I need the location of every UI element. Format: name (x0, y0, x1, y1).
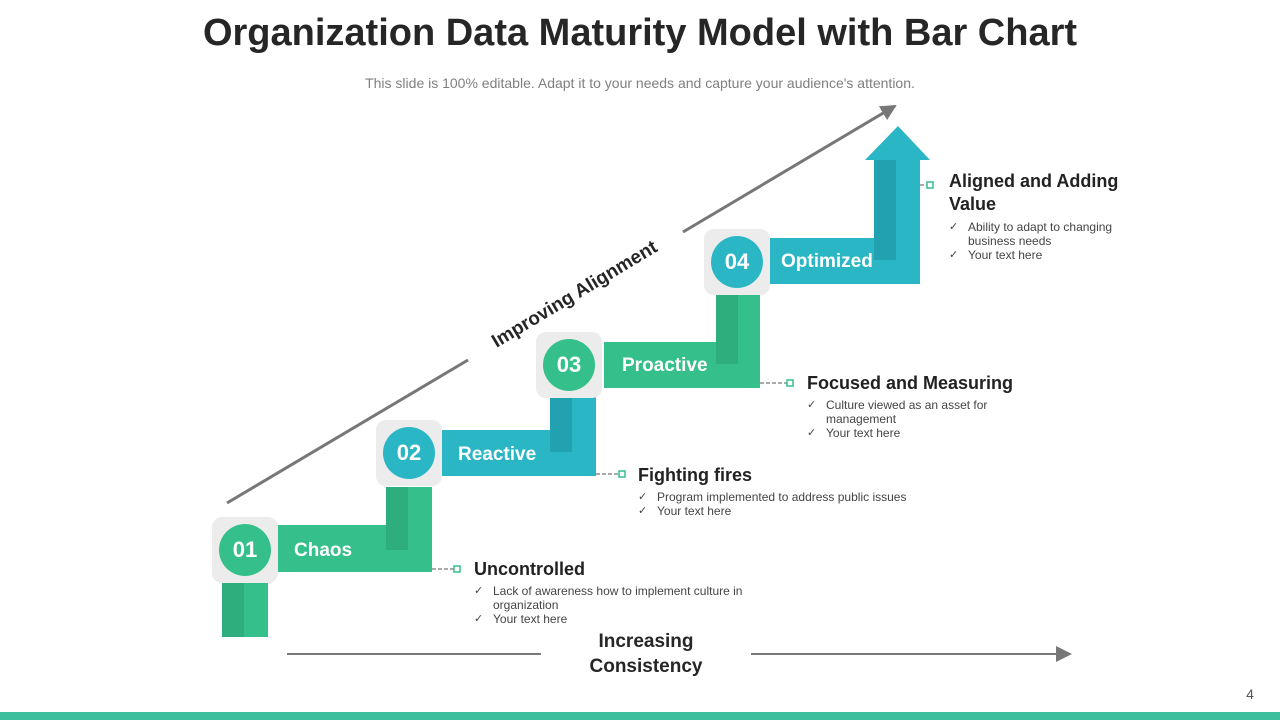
step-number: 01 (232, 537, 258, 562)
step-label: Chaos (294, 540, 353, 561)
bullet: Lack of awareness how to implement cultu… (474, 584, 754, 612)
step-heading: Focused and Measuring (807, 373, 1014, 393)
footer-bar (0, 712, 1280, 720)
page-number: 4 (1246, 686, 1254, 702)
bullet: Your text here (949, 248, 1124, 262)
step-label: Reactive (458, 444, 537, 465)
step-shade (386, 487, 408, 550)
badge (383, 427, 435, 479)
connectors (432, 184, 927, 570)
bullets: Program implemented to address public is… (638, 490, 938, 518)
title: Organization Data Maturity Model with Ba… (202, 12, 1078, 54)
alignment-line (226, 358, 469, 505)
step-shade (874, 160, 896, 260)
step-label: Proactive (622, 355, 708, 376)
step-shade (550, 397, 572, 452)
bullet: Program implemented to address public is… (638, 490, 938, 504)
step-number: 04 (724, 249, 750, 274)
step-description: Uncontrolled Lack of awareness how to im… (474, 559, 754, 626)
badge (543, 339, 595, 391)
step-heading: Aligned and Adding Value (949, 171, 1119, 214)
bullet: Your text here (807, 426, 1027, 440)
step-number: 03 (556, 352, 582, 377)
bullet: Ability to adapt to changing business ne… (949, 220, 1124, 248)
bullet: Culture viewed as an asset for managemen… (807, 398, 1027, 426)
step-number: 02 (396, 440, 422, 465)
step-description: Fighting fires Program implemented to ad… (638, 465, 938, 518)
bullet: Your text here (474, 612, 754, 626)
bullet: Your text here (638, 504, 938, 518)
step-description: Aligned and Adding Value Ability to adap… (949, 170, 1124, 262)
step-heading: Fighting fires (638, 465, 752, 485)
step-label: Optimized (781, 251, 873, 272)
step-1-shape (222, 487, 432, 637)
step-shade (222, 580, 244, 637)
subtitle: This slide is 100% editable. Adapt it to… (365, 75, 915, 91)
alignment-arrow (682, 104, 897, 234)
step-shade (716, 294, 738, 364)
step-heading: Uncontrolled (474, 559, 585, 579)
bullets: Ability to adapt to changing business ne… (949, 220, 1124, 262)
connector-dots (453, 181, 934, 573)
bullets: Lack of awareness how to implement cultu… (474, 584, 754, 626)
badge (711, 236, 763, 288)
step-description: Focused and Measuring Culture viewed as … (807, 373, 1027, 440)
badge (219, 524, 271, 576)
horizontal-label: Increasing Consistency (589, 631, 703, 677)
bullets: Culture viewed as an asset for managemen… (807, 398, 1027, 440)
